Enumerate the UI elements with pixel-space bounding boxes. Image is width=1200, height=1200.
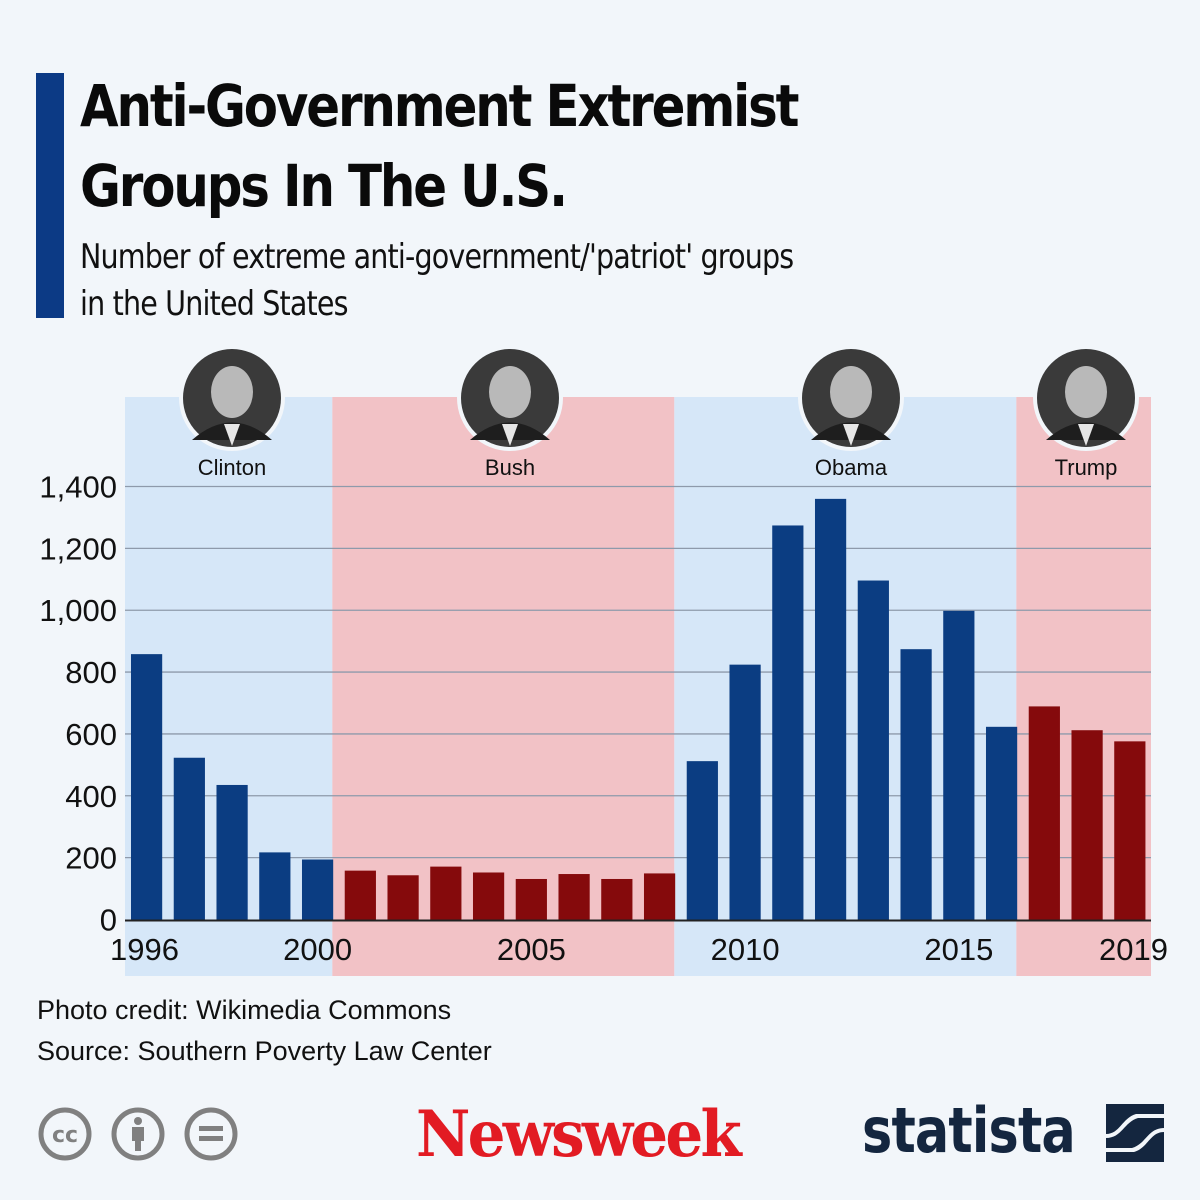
newsweek-logo: Newsweek <box>416 1097 742 1172</box>
y-tick-label: 600 <box>65 717 117 752</box>
title-accent-bar <box>36 73 64 318</box>
subtitle-line-2: in the United States <box>80 284 348 324</box>
bar-2001 <box>344 870 376 920</box>
bar-2006 <box>558 874 590 920</box>
x-tick-label: 2015 <box>924 932 993 967</box>
no-derivatives-icon <box>184 1107 238 1161</box>
bar-chart: 0 200 400 600 800 1,000 1,200 1,400 1996 2000 200… <box>39 345 1168 976</box>
bar-1997 <box>173 757 205 920</box>
y-tick-label: 400 <box>65 779 117 814</box>
bar-2003 <box>430 866 462 920</box>
president-label-trump: Trump <box>1055 455 1118 480</box>
bar-2010 <box>729 664 761 920</box>
bar-2007 <box>601 878 633 920</box>
bar-1996 <box>130 654 163 920</box>
license-icons: cc <box>38 1107 238 1161</box>
x-tick-label: 1996 <box>110 932 179 967</box>
portrait-obama: Obama <box>798 345 904 480</box>
bar-2017 <box>1028 706 1060 920</box>
bar-1999 <box>259 852 291 920</box>
bar-2011 <box>772 525 804 920</box>
x-tick-label: 2010 <box>711 932 780 967</box>
y-tick-label: 0 <box>100 903 117 938</box>
bar-2016 <box>985 726 1018 920</box>
x-tick-label: 2000 <box>283 932 352 967</box>
bar-1998 <box>216 784 248 920</box>
bar-2000 <box>301 859 334 920</box>
y-tick-label: 1,400 <box>39 470 117 505</box>
y-tick-label: 200 <box>65 841 117 876</box>
svg-text:cc: cc <box>52 1123 78 1148</box>
gridlines <box>125 485 1151 859</box>
bar-2013 <box>857 580 889 920</box>
bars <box>130 498 1146 920</box>
y-tick-label: 1,200 <box>39 531 117 566</box>
title-line-1: Anti-Government Extremist <box>80 72 799 140</box>
photo-credit: Photo credit: Wikimedia Commons <box>37 995 452 1025</box>
bar-2019 <box>1114 741 1146 920</box>
president-label-clinton: Clinton <box>198 455 266 480</box>
president-label-bush: Bush <box>485 455 535 480</box>
president-portraits: Clinton Bush Obama Trump <box>179 345 1139 480</box>
bar-2015 <box>943 610 975 920</box>
portrait-bush: Bush <box>457 345 563 480</box>
y-tick-label: 800 <box>65 655 117 690</box>
x-tick-label: 2019 <box>1099 932 1168 967</box>
x-axis-ticks: 1996 2000 2005 2010 2015 2019 <box>110 932 1168 967</box>
bar-2002 <box>387 875 419 920</box>
statista-logo-icon <box>1106 1104 1164 1162</box>
attribution-icon <box>111 1107 165 1161</box>
bar-2004 <box>472 872 505 920</box>
subtitle-line-1: Number of extreme anti-government/'patri… <box>80 237 794 277</box>
x-tick-label: 2005 <box>497 932 566 967</box>
bar-2009 <box>686 761 718 920</box>
title-line-2: Groups In The U.S. <box>80 152 568 220</box>
bar-2018 <box>1071 730 1103 920</box>
bar-2008 <box>643 873 676 920</box>
portrait-clinton: Clinton <box>179 345 285 480</box>
president-label-obama: Obama <box>815 455 888 480</box>
chart-subtitle: Number of extreme anti-government/'patri… <box>80 234 886 328</box>
cc-icon: cc <box>38 1107 92 1161</box>
source-note: Source: Southern Poverty Law Center <box>37 1036 492 1066</box>
bar-2005 <box>515 878 547 920</box>
bar-2014 <box>900 649 932 920</box>
y-tick-label: 1,000 <box>39 593 117 628</box>
statista-logo-text: statista <box>862 1094 1076 1167</box>
y-axis-ticks: 0 200 400 600 800 1,000 1,200 1,400 <box>39 470 117 938</box>
portrait-trump: Trump <box>1033 345 1139 480</box>
bar-2012 <box>814 498 847 920</box>
chart-title: Anti-Government Extremist Groups In The … <box>80 66 854 226</box>
